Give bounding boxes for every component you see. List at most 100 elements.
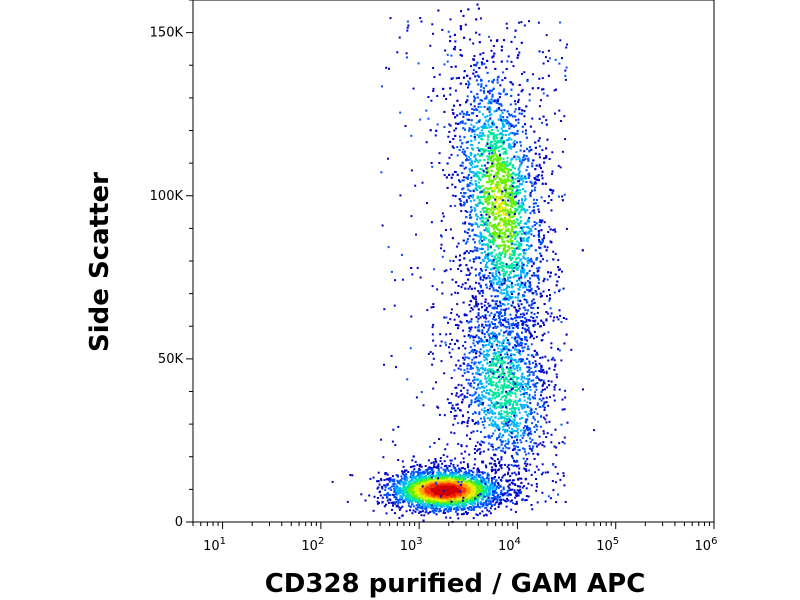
event-dot	[394, 495, 397, 498]
event-dot	[493, 491, 496, 494]
event-dot	[478, 484, 481, 487]
event-dot	[468, 496, 471, 499]
event-dot	[452, 463, 455, 466]
event-dot	[480, 487, 483, 489]
event-dot	[496, 500, 499, 503]
event-dot	[417, 471, 420, 474]
event-dot	[477, 498, 480, 501]
event-dot	[422, 493, 425, 496]
event-dot	[441, 491, 444, 494]
event-dot	[408, 491, 411, 494]
event-dot	[479, 512, 481, 515]
event-dot	[522, 230, 525, 233]
event-dot	[515, 218, 518, 221]
event-dot	[393, 478, 396, 481]
event-dot	[428, 467, 431, 470]
event-dot	[425, 493, 428, 496]
event-dot	[492, 468, 494, 471]
event-dot	[395, 501, 398, 503]
event-dot	[456, 491, 459, 494]
event-dot	[448, 465, 451, 467]
event-dot	[439, 475, 441, 478]
event-dot	[482, 504, 485, 507]
event-dot	[430, 473, 433, 476]
event-dot	[431, 483, 434, 486]
event-dot	[449, 471, 452, 474]
event-dot	[474, 488, 476, 491]
event-dot	[470, 506, 473, 509]
event-dot	[427, 505, 430, 508]
event-dot	[364, 499, 367, 502]
event-dot	[437, 510, 440, 513]
event-dot	[499, 501, 502, 504]
event-dot	[510, 508, 513, 511]
event-dot	[396, 504, 399, 507]
event-dot	[472, 495, 475, 498]
event-dot	[508, 133, 510, 136]
event-dot	[498, 468, 500, 471]
event-dot	[475, 482, 478, 485]
event-dot	[513, 110, 516, 113]
event-dot	[520, 481, 523, 484]
event-dot	[472, 517, 475, 520]
event-dot	[450, 476, 453, 479]
event-dot	[466, 95, 469, 98]
event-dot	[399, 507, 402, 510]
event-dot	[445, 516, 448, 519]
event-dot	[409, 505, 412, 508]
event-dot	[517, 327, 519, 329]
event-dot	[473, 483, 476, 486]
event-dot	[466, 499, 469, 502]
event-dot	[478, 471, 481, 474]
event-dot	[444, 468, 447, 471]
event-dot	[416, 485, 419, 488]
event-dot	[408, 487, 411, 490]
event-dot	[457, 506, 460, 509]
event-dot	[443, 510, 445, 512]
event-dot	[444, 485, 447, 487]
event-dot	[387, 501, 390, 504]
event-dot	[446, 477, 449, 480]
event-dot	[448, 495, 451, 498]
event-dot	[472, 491, 475, 494]
event-dot	[462, 501, 465, 504]
event-dot	[483, 481, 485, 484]
event-dot	[478, 491, 481, 494]
event-dot	[440, 493, 443, 496]
event-dot	[482, 494, 485, 497]
event-dot	[469, 475, 472, 477]
event-dot	[456, 503, 459, 505]
event-dot	[449, 473, 452, 475]
event-dot	[476, 490, 479, 492]
event-dot	[426, 481, 429, 484]
event-dot	[461, 503, 463, 506]
event-dot	[426, 478, 429, 481]
event-dot	[437, 468, 440, 471]
event-dot	[445, 496, 448, 499]
event-dot	[464, 495, 467, 498]
event-dot	[465, 489, 468, 492]
event-dot	[512, 482, 514, 485]
event-dot	[456, 483, 459, 486]
event-dot	[436, 493, 439, 496]
event-dot	[471, 493, 474, 496]
event-dot	[407, 471, 410, 473]
event-dot	[421, 503, 424, 506]
event-dot	[489, 487, 492, 489]
event-dot	[474, 499, 477, 502]
event-dot	[401, 505, 404, 508]
event-dot	[385, 484, 388, 487]
event-dot	[487, 481, 490, 484]
event-dot	[502, 157, 505, 160]
event-dot	[394, 492, 397, 495]
event-dot	[444, 498, 447, 500]
event-dot	[402, 489, 405, 492]
event-dot	[412, 496, 415, 499]
event-dot	[416, 498, 419, 501]
event-dot	[399, 479, 402, 482]
event-dot	[458, 498, 461, 501]
event-dot	[432, 478, 435, 481]
event-dot	[393, 482, 396, 485]
event-dot	[398, 492, 400, 495]
event-dot	[466, 476, 469, 479]
